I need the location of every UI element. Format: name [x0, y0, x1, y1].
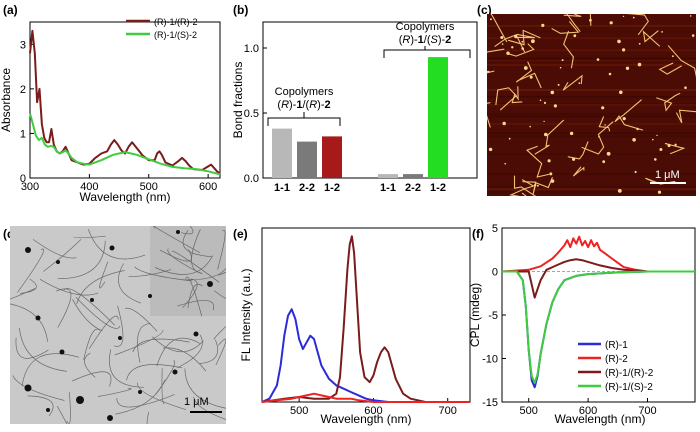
series-line-2 [502, 258, 695, 299]
tem-image [10, 226, 226, 424]
group-label-rr-line1: Copolymers [275, 86, 334, 98]
y-tick-label: 2 [20, 84, 26, 96]
x-tick-label: 700 [638, 405, 656, 417]
x-tick-label: 500 [520, 405, 538, 417]
afm-image [487, 14, 696, 196]
plot-lines-f [501, 235, 695, 389]
legend-label-r1: (R)-1 [605, 340, 628, 351]
scale-bar-label-d: 1 μM [184, 396, 209, 408]
scale-bar-c: 1 μM [650, 169, 686, 184]
y-tick-label: 0.5 [244, 108, 259, 120]
panel-d: (d) 1 μM [3, 226, 226, 424]
bar-4 [403, 174, 423, 178]
panel-label-e: (e) [233, 227, 248, 241]
x-axis-label-e: Wavelength (nm) [321, 412, 412, 426]
y-tick-label: 3 [20, 39, 26, 51]
axes-frame-b [262, 21, 478, 179]
y-axis-label-e: FL Intensity (a.u.) [239, 269, 253, 362]
x-tick-label: 500 [290, 405, 308, 417]
y-tick-label: 1.0 [244, 43, 259, 55]
y-tick-label: 1 [20, 128, 26, 140]
series-line-1 [261, 235, 470, 403]
bar-category-label: 1-1 [380, 182, 396, 194]
panel-b: (b) 0.0 0.5 1.0 1-1 2-2 1-2 1-1 2-2 1-2 Bond fr… [231, 3, 478, 194]
bar-1 [297, 141, 317, 178]
series-line-2 [261, 392, 470, 403]
axis-ticks-e: 500 600 700 [290, 398, 457, 417]
x-axis-label-a: Wavelength (nm) [80, 190, 171, 204]
series-line-1 [501, 235, 695, 273]
axis-ticks-b: 0.0 0.5 1.0 [244, 43, 267, 185]
axis-ticks-a: 300 400 500 600 0 1 2 3 [20, 39, 217, 193]
y-tick-label: 5 [492, 223, 498, 235]
x-tick-label: 600 [364, 405, 382, 417]
legend-label-r1s2: (R)-1/(S)-2 [605, 382, 653, 393]
group-annotation-rs: Copolymers (R)-1/(S)-2 [383, 21, 471, 58]
bar-5 [428, 57, 448, 178]
bar-category-label: 1-2 [324, 182, 340, 194]
scale-bar-label-c: 1 μM [655, 169, 680, 181]
x-tick-label: 600 [579, 405, 597, 417]
legend-label-r1r2: (R)-1/(R)-2 [605, 368, 654, 379]
y-tick-label: 0 [492, 267, 498, 279]
panel-label-c: (c) [477, 3, 492, 17]
axis-ticks-f: 500 600 700 5 0 -5 -10 -15 [482, 223, 695, 417]
panel-c: (c) 1 μM [477, 3, 696, 196]
bar-0 [272, 128, 292, 178]
panel-label-a: (a) [3, 3, 18, 17]
series-line-3 [502, 270, 695, 384]
legend-label-rs: (R)-1/(S)-2 [154, 30, 197, 40]
y-tick-label: 0 [20, 173, 26, 185]
bar-category-label: 2-2 [299, 182, 315, 194]
legend-label-rr: (R)-1/(R)-2 [154, 17, 198, 27]
plot-lines-a [29, 29, 221, 176]
panel-label-b: (b) [233, 3, 248, 17]
x-tick-label: 600 [199, 181, 217, 193]
bar-category-label: 1-2 [430, 182, 446, 194]
x-axis-label-f: Wavelength (nm) [555, 412, 646, 426]
group-label-rs-line2: (R)-1/(S)-2 [399, 34, 452, 46]
group-label-rs-line1: Copolymers [396, 21, 455, 33]
group-annotation-rr: Copolymers (R)-1/(R)-2 [267, 86, 341, 126]
bar-category-label: 2-2 [405, 182, 421, 194]
panel-a: (a) 300 400 500 600 0 1 2 3 Wavelength (nm) Abs… [0, 3, 221, 204]
plot-lines-e [261, 235, 470, 403]
axes-frame-a [29, 21, 221, 179]
y-axis-label-a: Absorbance [0, 68, 13, 132]
series-line-0 [261, 308, 470, 403]
y-tick-label: -10 [482, 354, 498, 366]
bracket-rs [383, 46, 471, 58]
bars-b: 1-1 2-2 1-2 1-1 2-2 1-2 [272, 57, 448, 194]
legend-label-r2: (R)-2 [605, 354, 628, 365]
series-line-0 [29, 29, 221, 175]
panel-label-f: (f) [472, 227, 484, 241]
y-axis-label-b: Bond fractions [231, 62, 245, 139]
series-line-1 [29, 113, 221, 176]
bar-2 [322, 136, 342, 178]
x-tick-label: 400 [80, 181, 98, 193]
x-tick-label: 500 [140, 181, 158, 193]
y-tick-label: 0.0 [244, 173, 259, 185]
bar-category-label: 1-1 [274, 182, 290, 194]
y-axis-label-f: CPL (mdeg) [468, 283, 482, 347]
group-label-rr-line2: (R)-1/(R)-2 [277, 99, 330, 111]
bar-3 [378, 174, 398, 178]
scale-bar-d: 1 μM [184, 396, 222, 413]
legend-f: (R)-1 (R)-2 (R)-1/(R)-2 (R)-1/(S)-2 [578, 340, 654, 393]
panel-e: (e) 500 600 700 Wavelength (nm) FL Intensi… [233, 227, 471, 426]
x-tick-label: 700 [439, 405, 457, 417]
bracket-rr [267, 112, 341, 126]
y-tick-label: -15 [482, 397, 498, 409]
y-tick-label: -5 [488, 310, 498, 322]
legend-a: (R)-1/(R)-2 (R)-1/(S)-2 [126, 17, 198, 40]
x-tick-label: 300 [21, 181, 39, 193]
